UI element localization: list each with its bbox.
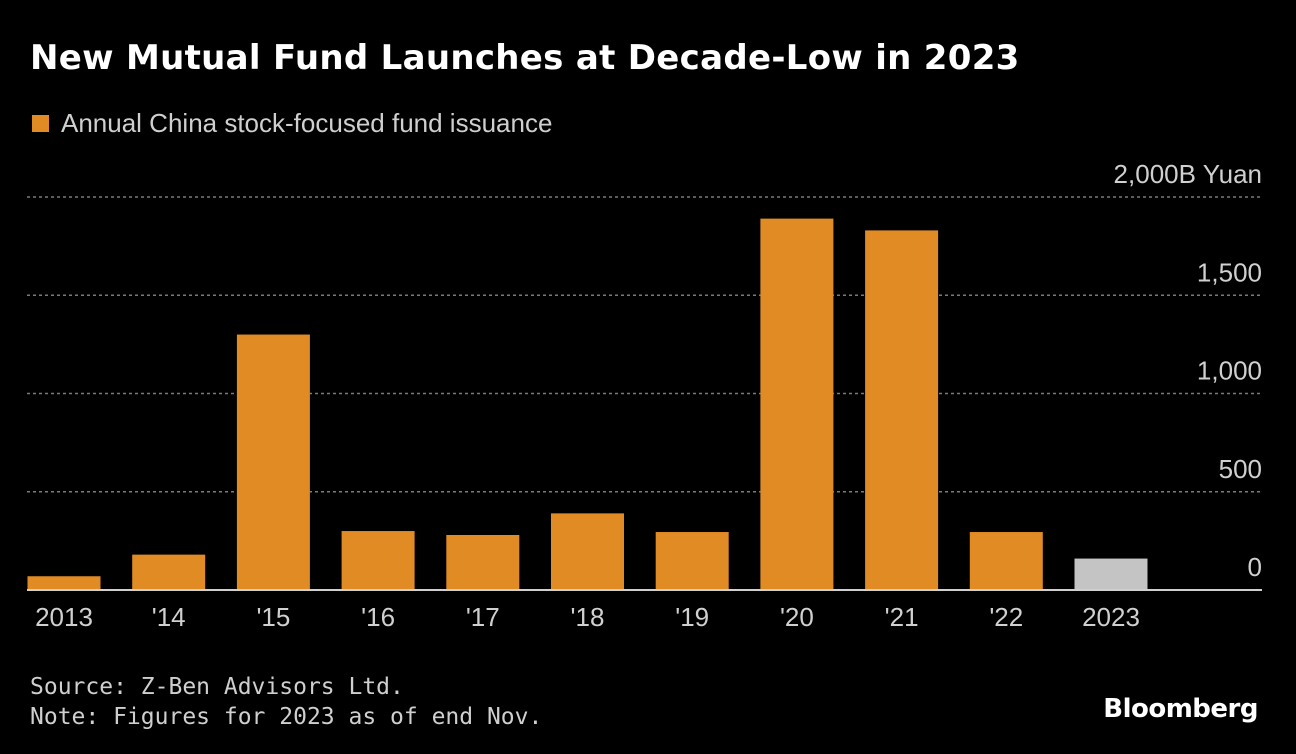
bar bbox=[551, 513, 624, 590]
legend-swatch bbox=[32, 115, 49, 132]
bar bbox=[655, 532, 729, 590]
y-tick-label: 1,500 bbox=[1197, 257, 1262, 287]
y-tick-label: 2,000B Yuan bbox=[1114, 159, 1262, 189]
bar bbox=[236, 334, 310, 590]
x-tick-label: '22 bbox=[989, 602, 1023, 632]
x-tick-label: '16 bbox=[361, 602, 395, 632]
bar bbox=[341, 531, 415, 590]
x-tick-label: 2013 bbox=[35, 602, 93, 632]
bar bbox=[27, 576, 101, 590]
x-tick-label: '17 bbox=[466, 602, 500, 632]
x-tick-label: '20 bbox=[780, 602, 814, 632]
bar bbox=[760, 218, 834, 591]
y-tick-label: 0 bbox=[1248, 552, 1262, 582]
y-tick-label: 500 bbox=[1219, 454, 1262, 484]
legend: Annual China stock-focused fund issuance bbox=[32, 108, 552, 139]
x-tick-label: '14 bbox=[152, 602, 186, 632]
bar bbox=[446, 534, 520, 590]
footnotes: Source: Z-Ben Advisors Ltd. Note: Figure… bbox=[30, 672, 542, 732]
x-tick-label: '15 bbox=[256, 602, 290, 632]
bar bbox=[969, 532, 1043, 590]
source-text: Source: Z-Ben Advisors Ltd. bbox=[30, 674, 404, 700]
bar bbox=[1074, 558, 1148, 590]
x-tick-label: '18 bbox=[571, 602, 605, 632]
chart-title: New Mutual Fund Launches at Decade-Low i… bbox=[30, 38, 1020, 78]
bloomberg-logo: Bloomberg bbox=[1103, 694, 1258, 724]
legend-label: Annual China stock-focused fund issuance bbox=[61, 108, 553, 138]
x-tick-label: '19 bbox=[675, 602, 709, 632]
note-text: Note: Figures for 2023 as of end Nov. bbox=[30, 704, 543, 730]
y-tick-label: 1,000 bbox=[1197, 356, 1262, 386]
x-tick-label: 2023 bbox=[1082, 602, 1140, 632]
bar bbox=[865, 230, 939, 590]
x-tick-label: '21 bbox=[885, 602, 919, 632]
bar bbox=[132, 554, 206, 590]
